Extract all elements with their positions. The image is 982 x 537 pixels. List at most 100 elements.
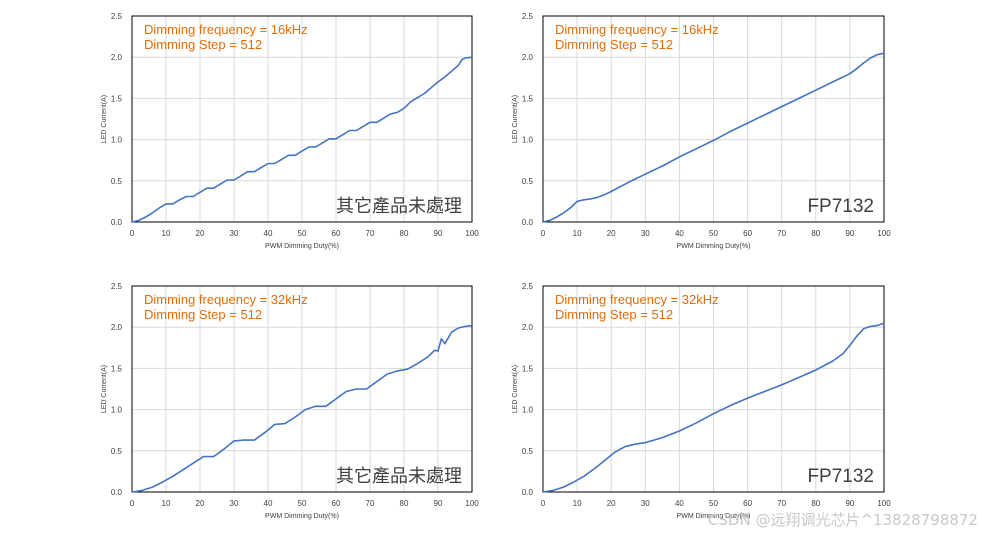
x-tick-label: 70 [366,499,375,508]
x-tick-label: 50 [298,229,307,238]
series-line [131,56,473,223]
y-tick-label: 2.5 [111,282,123,291]
x-tick-label: 100 [877,499,891,508]
x-tick-label: 40 [264,229,273,238]
y-tick-label: 0.0 [111,218,123,227]
x-tick-label: 50 [709,229,718,238]
x-tick-label: 40 [264,499,273,508]
y-tick-label: 1.0 [522,136,534,145]
y-tick-label: 0.5 [522,177,534,186]
plot-frame [542,285,885,493]
chart-panel-4: 0 10 20 30 40 50 60 70 80 90 100 0.0 0.5 1.0 1.5 2.0 2.5… [512,282,891,520]
y-tick-label: 1.0 [111,406,123,415]
x-tick-label: 0 [541,229,546,238]
series-line [542,52,885,223]
y-tick-label: 2.5 [522,282,534,291]
x-tick-label: 100 [465,229,479,238]
chart-panel-2: 0 10 20 30 40 50 60 70 80 90 100 0.0 0.5 1.0 1.5 2.0 2.5… [512,12,891,250]
y-axis-title: LED Current(A) [101,95,108,143]
x-tick-label: 60 [743,229,752,238]
y-tick-label: 1.5 [111,94,123,103]
x-tick-label: 50 [709,499,718,508]
annotation-text: Dimming frequency = 32kHz [555,292,719,307]
x-tick-label: 20 [607,229,616,238]
x-tick-label: 90 [845,229,854,238]
y-tick-label: 0.5 [522,447,534,456]
x-tick-label: 60 [332,499,341,508]
corner-label: FP7132 [807,196,874,217]
y-tick-label: 2.5 [522,12,534,21]
annotation-text: Dimming frequency = 16kHz [555,22,719,37]
x-tick-label: 10 [573,229,582,238]
x-tick-label: 10 [162,499,171,508]
plot-frame [131,285,473,493]
corner-label: FP7132 [807,466,874,487]
corner-label: 其它產品未處理 [336,466,462,487]
x-axis-title: PWM Dimming Duty(%) [677,243,751,250]
y-axis-title: LED Current(A) [512,365,519,413]
y-tick-label: 0.0 [111,488,123,497]
series-line [542,322,885,493]
y-tick-label: 0.5 [111,447,123,456]
x-tick-label: 80 [811,229,820,238]
x-tick-label: 30 [641,499,650,508]
annotation-text: Dimming Step = 512 [555,307,673,322]
x-tick-label: 70 [366,229,375,238]
x-tick-label: 20 [607,499,616,508]
plot-frame [131,15,473,223]
x-tick-label: 40 [675,499,684,508]
x-tick-label: 80 [811,499,820,508]
x-tick-label: 0 [130,229,135,238]
y-tick-label: 2.0 [522,53,534,62]
x-tick-label: 80 [400,499,409,508]
x-tick-label: 30 [230,229,239,238]
x-tick-label: 20 [196,499,205,508]
x-tick-label: 0 [541,499,546,508]
y-axis-title: LED Current(A) [101,365,108,413]
x-tick-label: 20 [196,229,205,238]
x-tick-label: 40 [675,229,684,238]
y-tick-label: 0.5 [111,177,123,186]
x-tick-label: 90 [434,499,443,508]
y-tick-label: 2.0 [111,53,123,62]
y-tick-label: 1.5 [522,94,534,103]
chart-panel-1: 0 10 20 30 40 50 60 70 80 90 100 0.0 0.5 1.0 1.5 2.0 2.5… [101,12,479,250]
x-tick-label: 50 [298,499,307,508]
x-tick-label: 30 [230,499,239,508]
y-tick-label: 2.0 [522,323,534,332]
plot-frame [542,15,885,223]
y-tick-label: 1.5 [111,364,123,373]
x-tick-label: 90 [845,499,854,508]
x-tick-label: 80 [400,229,409,238]
annotation-text: Dimming Step = 512 [144,307,262,322]
x-tick-label: 10 [162,229,171,238]
chart-panel-3: 0 10 20 30 40 50 60 70 80 90 100 0.0 0.5 1.0 1.5 2.0 2.5… [101,282,479,520]
y-tick-label: 0.0 [522,218,534,227]
x-tick-label: 70 [777,499,786,508]
annotation-text: Dimming Step = 512 [144,37,262,52]
annotation-text: Dimming frequency = 16kHz [144,22,308,37]
watermark-text: CSDN @远翔调光芯片^13828798872 [708,511,978,529]
y-tick-label: 1.0 [522,406,534,415]
x-tick-label: 70 [777,229,786,238]
x-tick-label: 0 [130,499,135,508]
x-tick-label: 90 [434,229,443,238]
x-tick-label: 30 [641,229,650,238]
y-axis-title: LED Current(A) [512,95,519,143]
y-tick-label: 0.0 [522,488,534,497]
y-tick-label: 1.5 [522,364,534,373]
corner-label: 其它產品未處理 [336,196,462,217]
x-tick-label: 60 [743,499,752,508]
annotation-text: Dimming Step = 512 [555,37,673,52]
annotation-text: Dimming frequency = 32kHz [144,292,308,307]
x-tick-label: 10 [573,499,582,508]
x-axis-title: PWM Dimming Duty(%) [265,243,339,250]
y-tick-label: 2.0 [111,323,123,332]
y-tick-label: 2.5 [111,12,123,21]
x-tick-label: 100 [465,499,479,508]
x-tick-label: 60 [332,229,341,238]
y-tick-label: 1.0 [111,136,123,145]
series-line [131,324,473,493]
x-axis-title: PWM Dimming Duty(%) [677,513,751,520]
